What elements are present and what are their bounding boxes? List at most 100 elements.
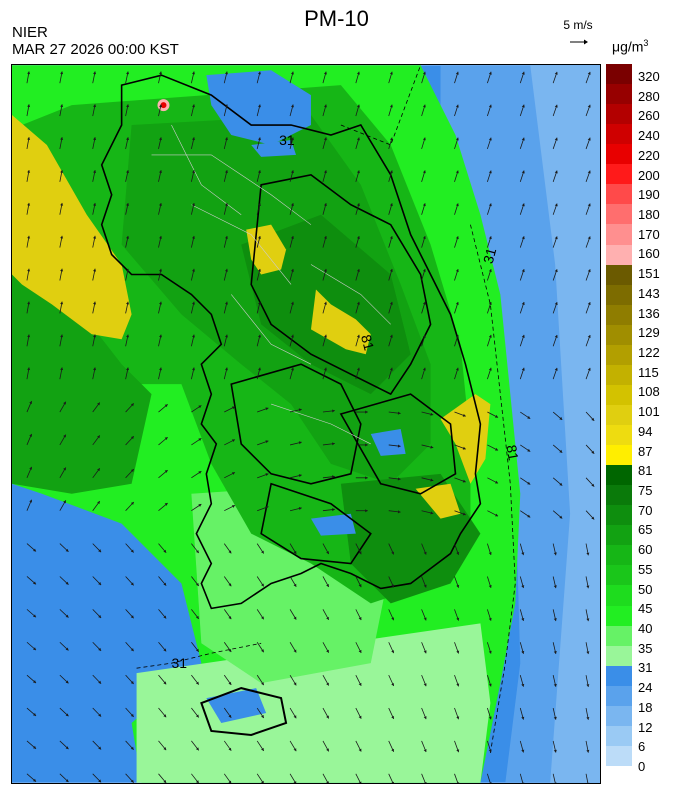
wind-vector-head <box>527 448 531 452</box>
wind-vector-head <box>93 334 97 338</box>
wind-vector-head <box>365 410 368 414</box>
wind-vector-head <box>159 367 162 371</box>
wind-vector-head <box>389 203 393 207</box>
wind-vector-head <box>553 585 557 589</box>
wind-vector-head <box>527 415 531 419</box>
wind-vector-head <box>422 104 426 108</box>
wind-vector-head <box>430 412 434 416</box>
wind-vector-head <box>93 235 97 239</box>
wind-vector-head <box>159 71 162 75</box>
wind-vector-head <box>60 71 64 75</box>
legend-tick-label: 115 <box>638 364 659 380</box>
south-sea-light-green <box>136 623 491 783</box>
wind-vector-head <box>430 511 434 515</box>
legend-color-cell <box>606 705 632 727</box>
wind-vector-head <box>126 71 130 75</box>
wind-vector-head <box>224 170 228 174</box>
wind-vector-head <box>130 713 134 717</box>
wind-vector-head <box>521 618 525 621</box>
wind-vector-head <box>126 268 130 272</box>
wind-vector-head <box>332 442 335 446</box>
wind-vector-head <box>163 648 167 652</box>
legend-color-cell <box>606 745 632 767</box>
legend-tick-label: 240 <box>638 128 660 144</box>
wind-vector-head <box>228 649 232 653</box>
wind-vector-head <box>391 748 395 752</box>
legend-color-cell <box>606 64 632 85</box>
wind-vector-head <box>163 549 167 553</box>
wind-vector-head <box>455 137 459 141</box>
wind-vector-head <box>224 301 228 305</box>
wind-vector-head <box>587 335 591 338</box>
wind-vector-head <box>293 616 297 620</box>
wind-vector-head <box>130 681 134 685</box>
wind-vector-head <box>356 269 360 272</box>
wind-vector-head <box>422 334 426 338</box>
wind-vector-head <box>261 649 264 653</box>
legend-color-cell <box>606 304 632 326</box>
wind-vector-head <box>455 170 459 174</box>
wind-vector-head <box>554 170 558 174</box>
legend-color-cell <box>606 344 632 366</box>
contour-label-81-east: 81 <box>503 444 521 462</box>
wind-vector-head <box>198 504 202 507</box>
wind-vector-head <box>293 550 297 554</box>
wind-vector-head <box>397 510 401 514</box>
wind-vector-head <box>455 236 459 240</box>
wind-vector-head <box>587 137 591 141</box>
wind-vector-head <box>522 782 525 783</box>
wind-vector-head <box>265 473 269 477</box>
wind-vector-head <box>521 104 525 108</box>
wind-vector-head <box>391 683 395 687</box>
wind-vector-head <box>323 301 327 305</box>
legend-tick-label: 35 <box>638 640 653 656</box>
wind-vector-head <box>228 714 232 718</box>
wind-vector-head <box>257 236 261 239</box>
wind-vector-head <box>586 749 590 753</box>
legend-tick-label: 12 <box>638 719 653 735</box>
wind-vector-head <box>323 203 327 207</box>
wind-vector-head <box>488 650 492 654</box>
wind-vector-head <box>27 367 31 371</box>
wind-vector-head <box>358 617 362 621</box>
wind-vector-head <box>224 104 228 108</box>
legend-color-cell <box>606 224 632 245</box>
wind-vector-head <box>65 647 69 651</box>
wind-vector-head <box>261 747 264 751</box>
wind-vector-head <box>33 647 37 651</box>
wind-vector-head <box>257 367 261 371</box>
wind-vector-head <box>554 137 558 141</box>
wind-vector-head <box>126 301 130 305</box>
wind-vector-head <box>159 268 162 272</box>
wind-vector-head <box>456 782 460 783</box>
legend-tick-label: 81 <box>638 463 653 479</box>
wind-vector-head <box>488 683 492 687</box>
wind-vector-head <box>65 581 69 585</box>
wind-vector-head <box>356 137 360 141</box>
legend-tick-label: 108 <box>638 384 660 400</box>
wind-vector-head <box>456 551 460 555</box>
wind-vector-head <box>130 403 134 407</box>
wind-vector-head <box>27 334 31 338</box>
wind-vector-head <box>488 367 492 371</box>
inland-yellow-patch-central <box>310 289 371 355</box>
wind-vector-head <box>521 137 525 141</box>
wind-vector-head <box>191 334 195 338</box>
southeast-yellow-patch <box>415 483 461 519</box>
wind-vector-head <box>455 71 459 75</box>
wind-vector-head <box>130 582 134 586</box>
wind-vector-head <box>224 334 228 338</box>
wind-vector-head <box>198 438 202 442</box>
wind-vector-head <box>554 302 558 306</box>
legend-color-cell <box>606 625 632 647</box>
wind-vector-head <box>389 334 393 338</box>
wind-vector-field <box>26 71 595 783</box>
wind-vector-head <box>430 478 434 482</box>
wind-vector-head <box>93 268 97 272</box>
wind-vector-head <box>521 683 525 687</box>
wind-vector-head <box>290 236 294 239</box>
wind-vector-head <box>195 648 199 652</box>
wind-vector-head <box>231 472 235 475</box>
wind-vector-head <box>65 746 69 750</box>
wind-vector-head <box>586 651 590 655</box>
